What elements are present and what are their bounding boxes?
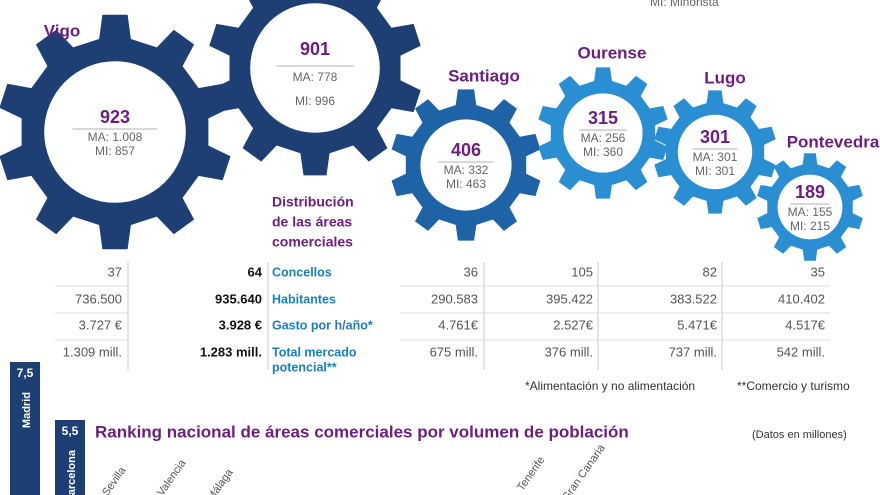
row-label: Total mercado xyxy=(272,345,357,359)
bar-value: 7,5 xyxy=(17,366,34,380)
gear-hub xyxy=(563,93,643,173)
table-cell: 105 xyxy=(571,264,593,279)
ranking-title: Ranking nacional de áreas comerciales po… xyxy=(95,422,629,441)
ranking-city: Málaga xyxy=(205,466,236,495)
area-name: Lugo xyxy=(704,68,746,87)
gear-total: 315 xyxy=(588,108,618,128)
table-cell: 1.283 mill. xyxy=(200,344,262,359)
gear-total: 301 xyxy=(700,127,730,147)
table-cell: 5.471€ xyxy=(677,317,718,332)
area-name: Vigo xyxy=(44,21,81,40)
table-cell: 3.928 € xyxy=(219,317,262,332)
gear-mi: MI: 996 xyxy=(295,94,335,108)
table-cell: 737 mill. xyxy=(669,344,717,359)
gear-mi: MI: 463 xyxy=(446,177,486,191)
table-heading: Distribución xyxy=(272,194,354,210)
table-cell: 376 mill. xyxy=(545,344,593,359)
table-cell: 37 xyxy=(108,264,122,279)
footnote: *Alimentación y no alimentación xyxy=(525,379,695,393)
gear-total: 901 xyxy=(300,39,330,59)
row-label: potencial** xyxy=(272,360,337,374)
gear-mi: MI: 301 xyxy=(695,164,735,178)
table-cell: 3.727 € xyxy=(79,317,123,332)
ranking-city: Tenerife xyxy=(515,454,547,493)
area-name: Ourense xyxy=(578,43,647,62)
gear-hub xyxy=(44,61,186,203)
table-cell: 675 mill. xyxy=(430,344,478,359)
table-cell: 1.309 mill. xyxy=(63,344,122,359)
ranking-bar xyxy=(10,362,40,495)
bar-name: Madrid xyxy=(21,392,33,428)
table-cell: 36 xyxy=(464,264,478,279)
area-name: Santiago xyxy=(448,66,520,85)
gear-total: 406 xyxy=(451,140,481,160)
ranking-city: Valencia xyxy=(155,457,189,495)
row-label: Habitantes xyxy=(272,292,336,306)
gear-hub xyxy=(250,3,380,133)
row-label: Concellos xyxy=(272,265,332,279)
gear-mi: MI: 857 xyxy=(95,144,135,158)
gear-ma: MA: 778 xyxy=(293,70,338,84)
table-cell: 290.583 xyxy=(431,291,478,306)
table-cell: 82 xyxy=(703,264,717,279)
legend-cut: MI: Minorista xyxy=(650,0,719,9)
table-cell: 2.527€ xyxy=(553,317,594,332)
gear-ma: MA: 332 xyxy=(444,163,489,177)
table-cell: 542 mill. xyxy=(777,344,825,359)
gear-hub xyxy=(420,119,512,211)
gear-mi: MI: 360 xyxy=(583,145,623,159)
table-cell: 935.640 xyxy=(215,291,262,306)
table-cell: 64 xyxy=(248,264,263,279)
gear-total: 923 xyxy=(100,107,130,127)
ranking-bar xyxy=(55,420,85,495)
gear-mi: MI: 215 xyxy=(790,219,830,233)
table-cell: 4.761€ xyxy=(438,317,479,332)
table-cell: 4.517€ xyxy=(785,317,826,332)
table-heading: comerciales xyxy=(272,234,353,250)
table-cell: 410.402 xyxy=(778,291,825,306)
gear-ma: MA: 155 xyxy=(788,205,833,219)
footnote: **Comercio y turismo xyxy=(737,379,850,393)
gear-ma: MA: 256 xyxy=(581,131,626,145)
ranking-city: Sevilla xyxy=(100,464,129,495)
gear-hub xyxy=(777,174,843,240)
table-heading: de las áreas xyxy=(272,214,352,230)
bar-value: 5,5 xyxy=(62,424,79,438)
bar-name: Barcelona xyxy=(66,449,78,495)
area-name: Pontevedra xyxy=(787,132,880,151)
gear-total: 189 xyxy=(795,182,825,202)
row-label: Gasto por h/año* xyxy=(272,318,373,332)
table-cell: 395.422 xyxy=(546,291,593,306)
gear-hub xyxy=(677,114,753,190)
gear-ma: MA: 1.008 xyxy=(88,130,143,144)
table-cell: 35 xyxy=(811,264,825,279)
table-cell: 736.500 xyxy=(75,291,122,306)
ranking-city: Gran Canaria xyxy=(560,442,608,495)
ranking-unit: (Datos en millones) xyxy=(752,429,847,441)
gear-ma: MA: 301 xyxy=(693,150,738,164)
table-cell: 383.522 xyxy=(670,291,717,306)
